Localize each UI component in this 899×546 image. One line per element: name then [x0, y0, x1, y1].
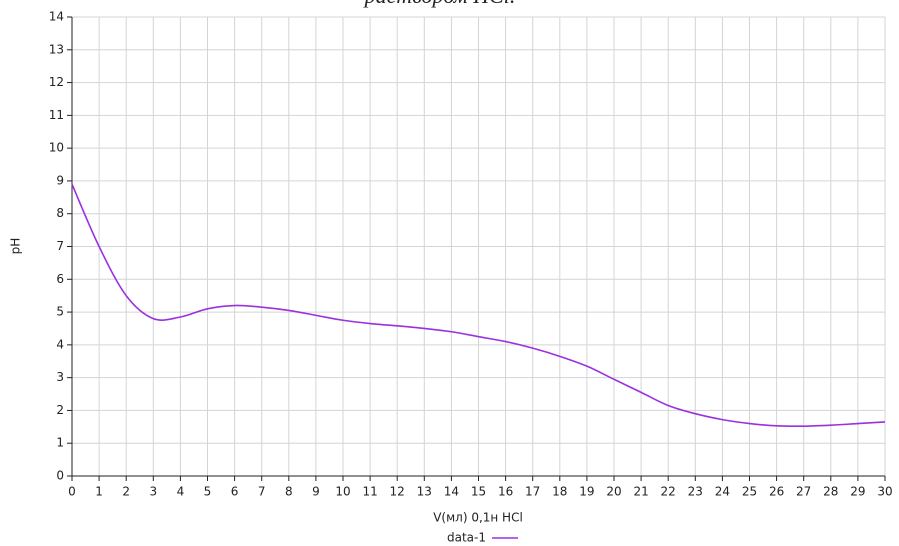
- y-tick-label: 11: [49, 108, 64, 122]
- y-axis-label: pH: [9, 238, 23, 255]
- y-tick-label: 8: [56, 206, 64, 220]
- y-tick-label: 3: [56, 370, 64, 384]
- x-tick-label: 0: [68, 485, 76, 499]
- x-tick-label: 21: [633, 485, 648, 499]
- x-tick-label: 11: [362, 485, 377, 499]
- x-tick-label: 26: [769, 485, 784, 499]
- x-tick-label: 19: [579, 485, 594, 499]
- x-tick-label: 8: [285, 485, 293, 499]
- x-tick-label: 10: [335, 485, 350, 499]
- x-tick-label: 1: [95, 485, 103, 499]
- data-line: [71, 183, 886, 428]
- y-tick-label: 1: [56, 436, 64, 450]
- y-tick-label: 13: [49, 42, 64, 56]
- y-tick-label: 6: [56, 272, 64, 286]
- y-tick-label: 10: [49, 141, 64, 155]
- x-tick-label: 27: [796, 485, 811, 499]
- x-tick-label: 14: [444, 485, 459, 499]
- y-tick-label: 12: [49, 75, 64, 89]
- x-tick-label: 17: [525, 485, 540, 499]
- x-tick-label: 18: [552, 485, 567, 499]
- x-tick-label: 9: [312, 485, 320, 499]
- x-tick-label: 20: [606, 485, 621, 499]
- x-tick-label: 5: [204, 485, 212, 499]
- y-tick-label: 7: [56, 239, 64, 253]
- legend-label: data-1: [447, 531, 486, 545]
- x-tick-label: 28: [823, 485, 838, 499]
- x-tick-label: 15: [471, 485, 486, 499]
- x-tick-label: 12: [390, 485, 405, 499]
- x-tick-label: 23: [688, 485, 703, 499]
- x-tick-label: 29: [850, 485, 865, 499]
- y-tick-label: 14: [49, 10, 64, 24]
- x-tick-label: 30: [877, 485, 892, 499]
- y-tick-label: 5: [56, 305, 64, 319]
- x-tick-label: 2: [122, 485, 130, 499]
- y-tick-label: 0: [56, 469, 64, 483]
- x-tick-label: 13: [417, 485, 432, 499]
- y-tick-label: 4: [56, 337, 64, 351]
- x-tick-label: 6: [231, 485, 239, 499]
- x-tick-label: 25: [742, 485, 757, 499]
- x-tick-label: 7: [258, 485, 266, 499]
- x-tick-label: 22: [661, 485, 676, 499]
- chart-title: раствором HCl.: [363, 0, 516, 8]
- x-tick-label: 16: [498, 485, 513, 499]
- x-axis-label: V(мл) 0,1н HCl: [433, 511, 523, 525]
- y-tick-label: 9: [56, 173, 64, 187]
- x-tick-label: 4: [177, 485, 185, 499]
- x-tick-label: 3: [149, 485, 157, 499]
- x-tick-label: 24: [715, 485, 730, 499]
- y-tick-label: 2: [56, 403, 64, 417]
